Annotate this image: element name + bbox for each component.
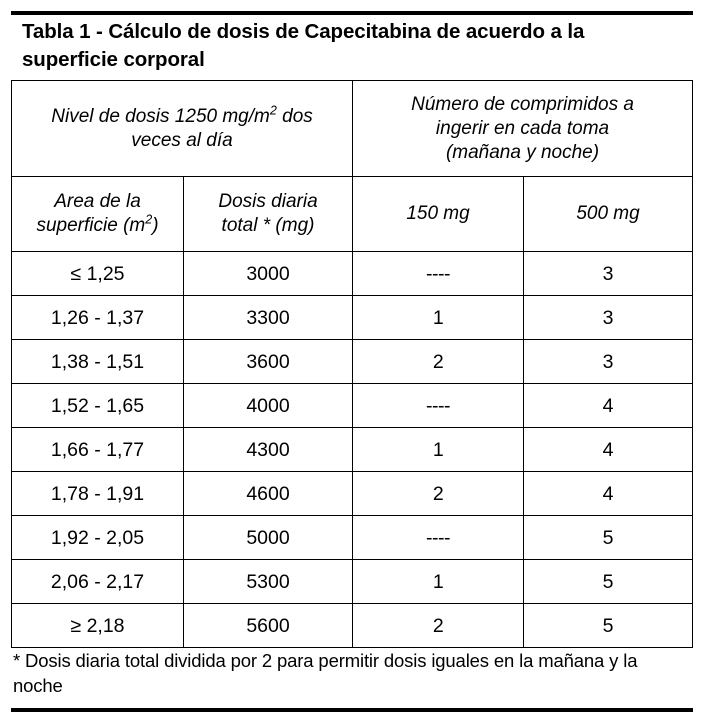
cell-area: 1,26 - 1,37 [11, 295, 184, 340]
table-row: ≥ 2,18 5600 2 5 [11, 603, 694, 648]
cell-tablets-150: ---- [352, 515, 525, 560]
cell-area: ≤ 1,25 [11, 251, 184, 296]
cell-tablets-500: 5 [523, 559, 694, 604]
table-row: 1,38 - 1,51 3600 2 3 [11, 339, 694, 384]
group-header-dose-level-line2: veces al día [131, 129, 233, 151]
cell-tablets-500: 4 [523, 471, 694, 516]
column-header-area: Area de la superficie (m2) [11, 176, 184, 252]
bottom-rule [11, 708, 693, 712]
group-header-dose-level-line1-pre: Nivel de dosis 1250 mg/m [51, 105, 270, 127]
cell-area: ≥ 2,18 [11, 603, 184, 648]
column-header-500mg: 500 mg [523, 176, 694, 252]
dose-table: Nivel de dosis 1250 mg/m2 dos veces al d… [10, 80, 694, 648]
cell-tablets-150: 2 [352, 339, 525, 384]
group-header-tablet-count-text: Número de comprimidos a ingerir en cada … [353, 93, 692, 165]
group-header-tablet-count-line3: (mañana y noche) [445, 141, 600, 163]
group-header-dose-level-line1-post: dos [276, 105, 313, 127]
group-header-dose-level: Nivel de dosis 1250 mg/m2 dos veces al d… [10, 80, 354, 177]
column-header-daily-dose-line2: total * (mg) [221, 215, 315, 236]
cell-tablets-500: 5 [523, 515, 694, 560]
cell-area: 1,92 - 2,05 [11, 515, 184, 560]
cell-tablets-500: 5 [523, 603, 694, 648]
table-row: ≤ 1,25 3000 ---- 3 [11, 251, 694, 296]
top-rule [11, 11, 693, 15]
group-header-tablet-count: Número de comprimidos a ingerir en cada … [352, 80, 694, 177]
table-row: 1,26 - 1,37 3300 1 3 [11, 295, 694, 340]
column-header-area-line2-pre: superficie (m [36, 215, 146, 236]
table-row: 1,66 - 1,77 4300 1 4 [11, 427, 694, 472]
cell-tablets-150: 2 [352, 471, 525, 516]
cell-tablets-150: 1 [352, 559, 525, 604]
column-header-area-superscript: 2 [145, 212, 153, 227]
cell-tablets-150: 1 [352, 427, 525, 472]
group-header-row: Nivel de dosis 1250 mg/m2 dos veces al d… [10, 80, 694, 177]
table-row: 2,06 - 2,17 5300 1 5 [11, 559, 694, 604]
cell-area: 1,66 - 1,77 [11, 427, 184, 472]
cell-tablets-150: 2 [352, 603, 525, 648]
group-header-tablet-count-line1: Número de comprimidos a [411, 93, 634, 115]
column-header-150mg: 150 mg [352, 176, 525, 252]
cell-daily-total: 3600 [182, 339, 354, 384]
column-header-area-line2-post: ) [152, 215, 159, 236]
cell-tablets-500: 4 [523, 383, 694, 428]
group-header-dose-level-text: Nivel de dosis 1250 mg/m2 dos veces al d… [12, 103, 352, 153]
cell-daily-total: 5300 [182, 559, 354, 604]
cell-daily-total: 3000 [182, 251, 354, 296]
column-header-daily-dose: Dosis diaria total * (mg) [182, 176, 354, 252]
cell-daily-total: 3300 [182, 295, 354, 340]
table-row: 1,92 - 2,05 5000 ---- 5 [11, 515, 694, 560]
cell-daily-total: 4000 [182, 383, 354, 428]
cell-daily-total: 4300 [182, 427, 354, 472]
column-header-area-text: Area de la superficie (m2) [12, 190, 183, 238]
column-header-daily-dose-text: Dosis diaria total * (mg) [184, 190, 352, 238]
group-header-dose-level-superscript: 2 [269, 103, 277, 118]
column-header-daily-dose-line1: Dosis diaria [218, 191, 318, 212]
cell-area: 1,78 - 1,91 [11, 471, 184, 516]
cell-tablets-150: 1 [352, 295, 525, 340]
cell-area: 2,06 - 2,17 [11, 559, 184, 604]
table-footnote: * Dosis diaria total dividida por 2 para… [13, 650, 638, 696]
cell-area: 1,38 - 1,51 [11, 339, 184, 384]
cell-tablets-150: ---- [352, 251, 525, 296]
column-header-area-line1: Area de la [54, 191, 141, 212]
table-row: 1,78 - 1,91 4600 2 4 [11, 471, 694, 516]
cell-tablets-500: 3 [523, 251, 694, 296]
table-row: 1,52 - 1,65 4000 ---- 4 [11, 383, 694, 428]
dose-table-body: Nivel de dosis 1250 mg/m2 dos veces al d… [10, 80, 694, 648]
page-title: Tabla 1 - Cálculo de dosis de Capecitabi… [22, 20, 585, 71]
cell-daily-total: 5000 [182, 515, 354, 560]
dose-table-container: Nivel de dosis 1250 mg/m2 dos veces al d… [10, 80, 694, 648]
cell-area: 1,52 - 1,65 [11, 383, 184, 428]
cell-tablets-500: 3 [523, 339, 694, 384]
cell-daily-total: 4600 [182, 471, 354, 516]
cell-tablets-500: 4 [523, 427, 694, 472]
column-header-row: Area de la superficie (m2) Dosis diaria … [11, 176, 694, 252]
group-header-tablet-count-line2: ingerir en cada toma [435, 117, 610, 139]
cell-daily-total: 5600 [182, 603, 354, 648]
cell-tablets-150: ---- [352, 383, 525, 428]
cell-tablets-500: 3 [523, 295, 694, 340]
